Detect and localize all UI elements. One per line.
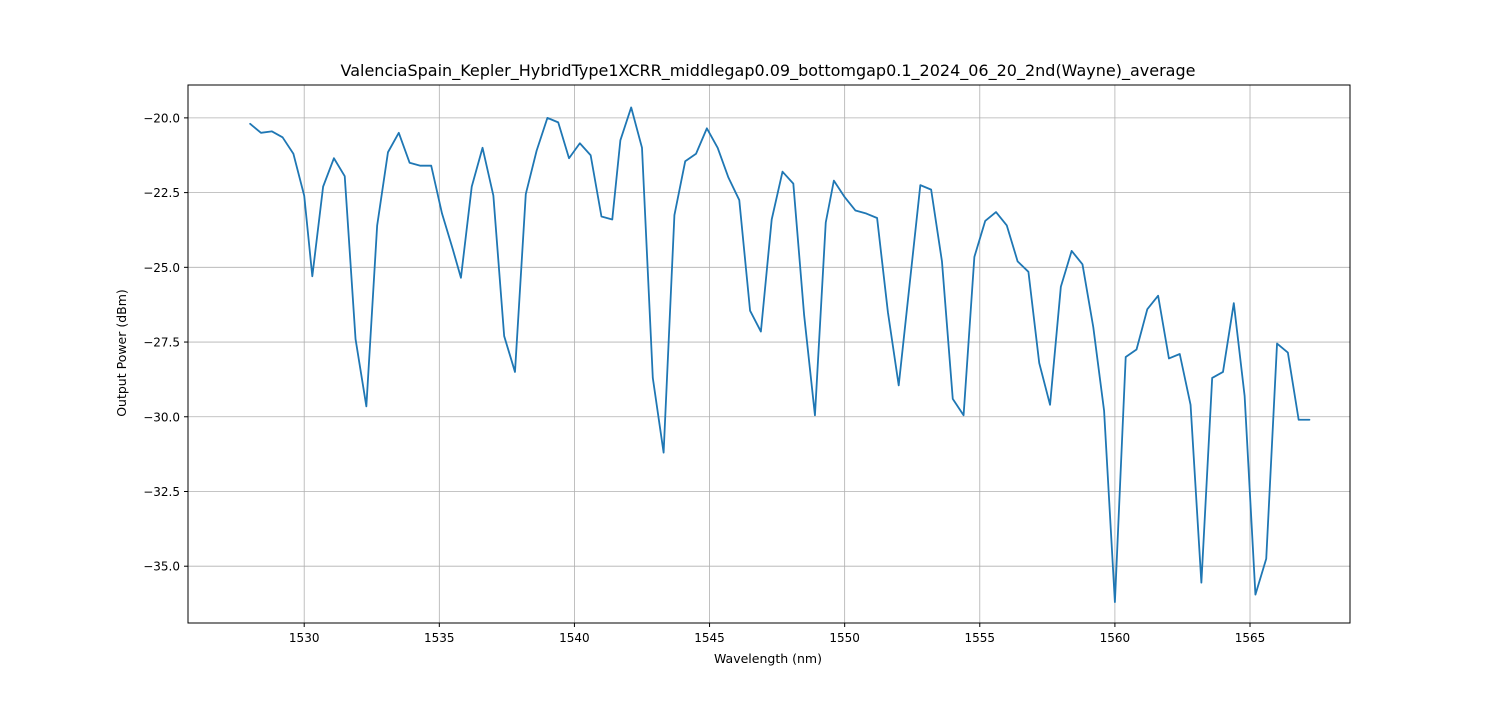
x-axis-label: Wavelength (nm) [714,651,822,666]
y-tick-label: −30.0 [143,410,180,424]
y-tick-label: −27.5 [143,336,180,350]
series-line-0 [249,106,1311,603]
series-layer [249,106,1311,603]
y-tick-label: −35.0 [143,560,180,574]
chart-title: ValenciaSpain_Kepler_HybridType1XCRR_mid… [341,61,1196,81]
x-tick-label: 1540 [559,631,590,645]
y-tick-label: −32.5 [143,485,180,499]
y-axis-label: Output Power (dBm) [114,289,129,417]
ticks-layer: 1530 1535 1540 1545 1550 1555 1560 1565 −35.0 −32… [143,111,1265,645]
grid-layer [188,85,1350,623]
plot-frame [187,84,1351,624]
y-tick-label: −25.0 [143,261,180,275]
y-tick-label: −22.5 [143,186,180,200]
x-tick-label: 1560 [1100,631,1131,645]
x-tick-label: 1530 [289,631,320,645]
x-tick-label: 1545 [694,631,725,645]
x-tick-label: 1535 [424,631,455,645]
x-tick-label: 1565 [1235,631,1266,645]
x-tick-label: 1555 [965,631,996,645]
x-tick-label: 1550 [829,631,860,645]
y-tick-label: −20.0 [143,111,180,125]
